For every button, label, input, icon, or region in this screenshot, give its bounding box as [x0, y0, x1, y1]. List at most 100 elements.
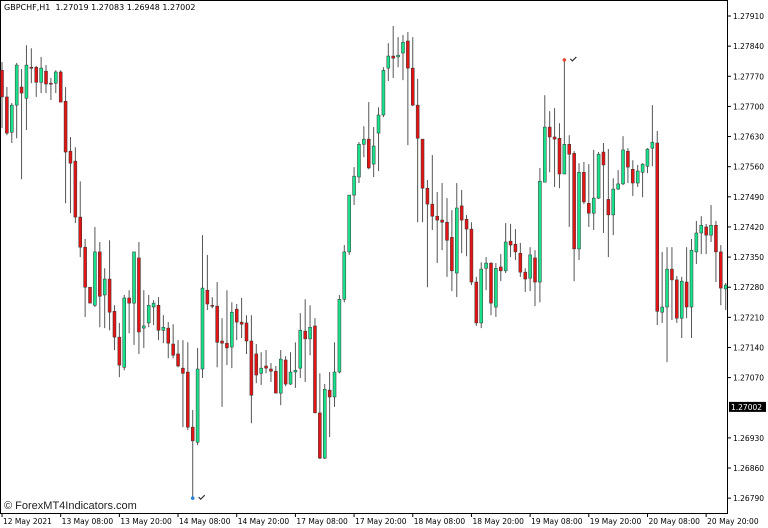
candle — [689, 239, 694, 339]
candle — [327, 372, 332, 438]
candle — [308, 305, 312, 356]
candle — [528, 247, 532, 292]
candle-body-bull — [102, 278, 107, 296]
candle — [68, 136, 73, 214]
y-tick-label: 1.27910 — [733, 12, 764, 21]
candle — [362, 126, 366, 158]
candle — [533, 250, 537, 307]
candle-body-bull — [342, 251, 347, 300]
y-tick-label: 1.26930 — [733, 434, 764, 443]
candle-body-bear — [264, 365, 268, 369]
candle — [151, 300, 156, 326]
candle — [352, 167, 356, 205]
candle — [303, 299, 307, 382]
candle-body-bull — [528, 254, 532, 279]
candle — [611, 178, 615, 236]
candle — [78, 181, 82, 258]
candle — [391, 25, 395, 79]
y-tick-label: 1.27280 — [733, 283, 764, 292]
candle — [127, 290, 131, 334]
candle — [704, 223, 708, 255]
candle-body-bull — [640, 163, 645, 173]
candle-body-bull — [660, 306, 664, 313]
candle-body-bear — [234, 308, 239, 323]
candle-body-bear — [499, 266, 503, 272]
sell-arrow-icon — [562, 58, 567, 62]
candle — [567, 135, 571, 227]
candle-body-bear — [19, 86, 24, 94]
candle — [513, 229, 518, 261]
candle — [274, 365, 278, 394]
plot-frame — [0, 0, 728, 514]
candle-body-bear — [523, 271, 527, 280]
candle — [371, 127, 376, 178]
candle — [591, 149, 596, 230]
candle — [494, 263, 498, 317]
candle-body-bear — [582, 172, 586, 203]
candle — [337, 294, 342, 374]
candle-body-bull — [259, 367, 263, 374]
candle — [645, 148, 650, 174]
candle — [660, 251, 664, 323]
candle — [499, 254, 503, 282]
y-tick-label: 1.27630 — [733, 133, 764, 142]
candle — [665, 247, 669, 363]
candle — [640, 163, 645, 198]
candle-body-bull — [543, 126, 547, 183]
candle — [54, 70, 58, 94]
candle-body-bull — [650, 141, 655, 149]
candle-body-bear — [719, 251, 723, 289]
candle-body-bear — [391, 55, 395, 59]
candle-body-bull — [665, 268, 669, 308]
candle — [557, 123, 562, 189]
candle-body-bear — [249, 340, 254, 396]
candle-body-bull — [401, 42, 405, 54]
candle-body-bear — [190, 426, 195, 442]
candle-body-bull — [132, 251, 136, 304]
candle-body-bear — [318, 412, 322, 459]
candle — [200, 235, 205, 379]
candle-body-bull — [161, 326, 166, 331]
candle-body-bear — [533, 257, 537, 283]
candle-body-bull — [396, 54, 400, 58]
candle-body-bear — [313, 325, 317, 414]
candle-body-bear — [58, 71, 63, 103]
candle — [684, 247, 689, 319]
candle-body-bear — [283, 359, 288, 385]
candle — [39, 56, 43, 94]
candle — [606, 149, 611, 258]
candle — [376, 107, 381, 171]
candle-body-bull — [591, 197, 596, 214]
symbol-label: GBPCHF,H1 — [4, 3, 51, 12]
candle — [313, 318, 317, 414]
candle-body-bear — [220, 340, 224, 344]
candle — [19, 68, 24, 180]
candle-body-bull — [298, 330, 303, 369]
candle — [699, 216, 704, 255]
candle — [655, 130, 660, 326]
candle — [430, 155, 435, 230]
candle — [269, 362, 273, 382]
candle-body-bear — [88, 286, 92, 304]
candle-body-bear — [450, 237, 454, 272]
x-tick-label: 20 May 08:00 — [648, 517, 700, 526]
candle — [474, 276, 479, 326]
candle — [631, 160, 635, 196]
candle — [88, 286, 92, 304]
candle — [523, 268, 527, 292]
candle — [650, 105, 655, 167]
candle — [161, 315, 166, 344]
y-tick-label: 1.27210 — [733, 313, 764, 322]
candle — [635, 164, 640, 187]
candle-body-bear — [137, 257, 141, 333]
time-axis[interactable]: 12 May 2021 13 May 08:00 13 May 20:00 14 Ma… — [1, 513, 759, 526]
x-tick-label: 12 May 2021 — [3, 517, 52, 526]
candle — [577, 163, 581, 261]
candle-body-bull — [455, 207, 459, 274]
candle-body-bear — [274, 370, 278, 394]
candle — [440, 183, 444, 251]
candle — [679, 276, 684, 339]
candle-body-bear — [205, 289, 210, 305]
price-axis[interactable]: 1.27910 1.27840 1.27770 1.27700 1.27630 1.275… — [727, 12, 766, 503]
